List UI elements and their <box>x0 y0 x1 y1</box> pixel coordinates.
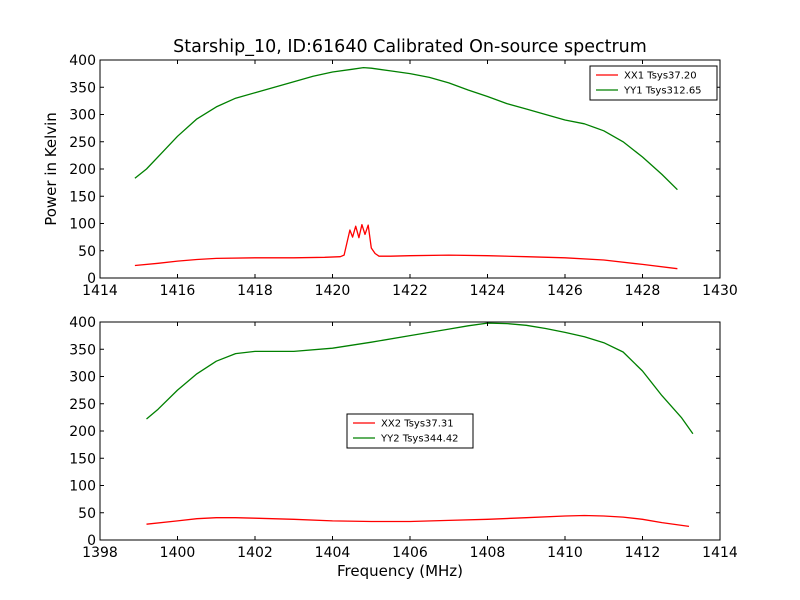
y-tick-label: 300 <box>69 370 96 386</box>
y-axis-title: Power in Kelvin <box>42 112 60 226</box>
x-tick-label: 1426 <box>547 283 583 299</box>
series-line-2 <box>134 66 678 191</box>
y-tick-label: 50 <box>78 506 96 522</box>
y-tick-label: 200 <box>69 424 96 440</box>
y-tick-label: 0 <box>87 271 96 287</box>
x-tick-label: 1416 <box>160 283 196 299</box>
spectrum-chart-1: 1414 1416 1418 1420 1422 1424 1426 1428 1430 0 50 1… <box>42 53 738 299</box>
y-tick-label: 250 <box>69 135 96 151</box>
y-tick-label: 100 <box>69 217 96 233</box>
figure-title: Starship_10, ID:61640 Calibrated On-sour… <box>173 37 647 57</box>
x-axis-title: Frequency (MHz) <box>337 562 463 580</box>
y-tick-label: 50 <box>78 244 96 260</box>
series-line-2 <box>146 322 694 435</box>
y-tick-label: 350 <box>69 80 96 96</box>
x-tick-label: 1412 <box>625 545 661 561</box>
y-tick-label: 400 <box>69 53 96 69</box>
x-tick-label: 1410 <box>547 545 583 561</box>
x-tick-label: 1404 <box>315 545 351 561</box>
y-tick-label: 300 <box>69 108 96 124</box>
x-tick-label: 1408 <box>470 545 506 561</box>
y-tick-label: 200 <box>69 162 96 178</box>
y-tick-label: 100 <box>69 479 96 495</box>
legend-box <box>589 65 718 101</box>
x-tick-label: 1400 <box>160 545 196 561</box>
x-tick-label: 1414 <box>702 545 738 561</box>
y-tick-label: 150 <box>69 451 96 467</box>
y-tick-label: 400 <box>69 315 96 331</box>
x-tick-label: 1398 <box>82 545 118 561</box>
legend-label: XX1 Tsys37.20 <box>624 71 697 82</box>
x-tick-label: 1414 <box>82 283 118 299</box>
series-line-1 <box>146 514 690 528</box>
legend-label: XX2 Tsys37.31 <box>381 419 454 430</box>
x-tick-label: 1424 <box>470 283 506 299</box>
x-tick-label: 1428 <box>625 283 661 299</box>
x-tick-label: 1406 <box>392 545 428 561</box>
series-line-1 <box>134 223 678 270</box>
legend-label: YY2 Tsys344.42 <box>380 434 459 445</box>
y-tick-label: 350 <box>69 342 96 358</box>
y-tick-label: 0 <box>87 533 96 549</box>
y-tick-label: 250 <box>69 397 96 413</box>
spectrum-chart-2: 1398 1400 1402 1404 1406 1408 1410 1412 1414 0 50 1… <box>69 315 738 580</box>
x-tick-label: 1418 <box>237 283 273 299</box>
legend-box <box>346 413 474 449</box>
x-tick-label: 1422 <box>392 283 428 299</box>
y-tick-label: 150 <box>69 189 96 205</box>
legend-label: YY1 Tsys312.65 <box>623 86 702 97</box>
x-tick-label: 1430 <box>702 283 738 299</box>
x-tick-label: 1402 <box>237 545 273 561</box>
x-tick-label: 1420 <box>315 283 351 299</box>
